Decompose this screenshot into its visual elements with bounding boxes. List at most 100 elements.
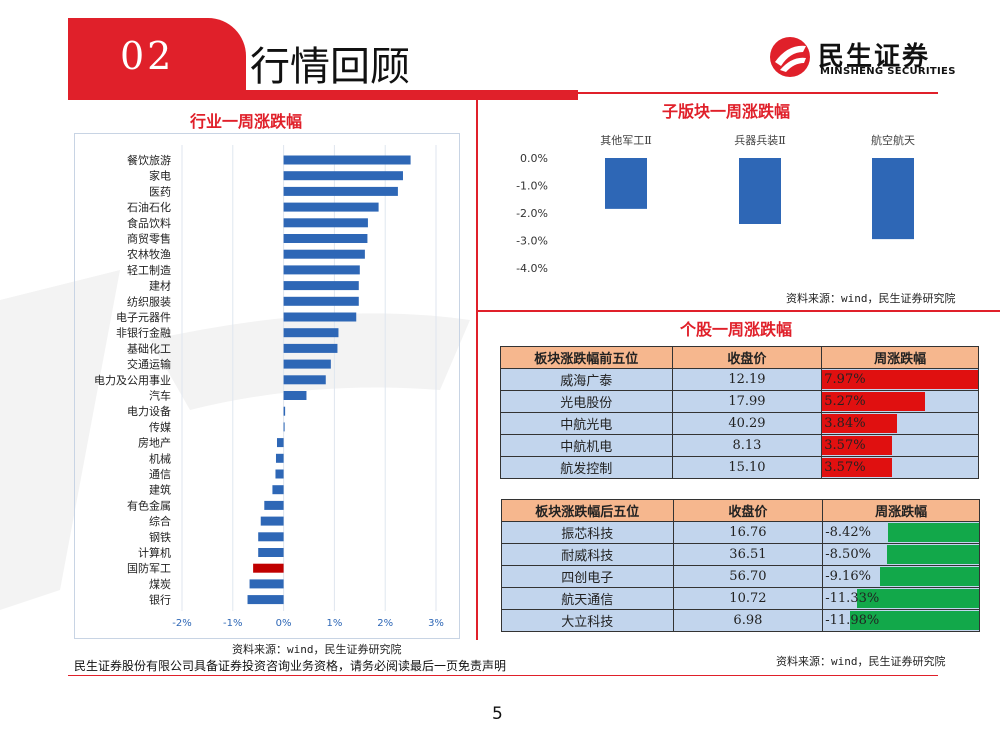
bar-钢铁 [258, 532, 284, 542]
close-price: 15.10 [671, 456, 823, 479]
table-row: 振芯科技 16.76 -8.42% [501, 521, 980, 544]
close-price: 10.72 [672, 587, 824, 610]
industry-chart-title: 行业一周涨跌幅 [190, 112, 303, 131]
section-number: 02 [120, 34, 175, 78]
bar-纺织服装 [283, 296, 359, 306]
category-label: 纺织服装 [127, 294, 171, 308]
stock-name: 中航光电 [500, 412, 673, 435]
change-text: 5.27% [824, 394, 866, 409]
category-label: 建材 [149, 279, 171, 293]
change-cell: -8.50% [822, 543, 980, 566]
header-divider-thin [578, 92, 938, 94]
category-label: 钢铁 [149, 531, 171, 544]
industry-bar-chart: -2% -1% 0% 1% 2% 3% 餐饮旅游家电医药石油石化食品饮料商贸零售农林牧渔轻工… [94, 145, 444, 629]
y-tick-label: -1.0% [516, 180, 548, 193]
category-label: 煤炭 [149, 578, 171, 591]
bar-商贸零售 [283, 234, 368, 243]
category-label: 电力及公用事业 [94, 374, 171, 387]
y-tick-label: -4.0% [516, 262, 548, 275]
close-price: 40.29 [671, 412, 823, 435]
col-header-change: 周涨跌幅 [821, 346, 979, 369]
category-label: 餐饮旅游 [127, 153, 171, 167]
change-bar [888, 523, 979, 542]
y-tick-label: -2.0% [516, 207, 548, 220]
close-price: 16.76 [672, 521, 824, 544]
change-cell: 3.84% [821, 412, 979, 435]
bar-综合 [260, 516, 284, 526]
category-label: 兵器兵装Ⅱ [734, 134, 785, 147]
bar-餐饮旅游 [283, 155, 411, 165]
section-tab [68, 18, 246, 90]
table-row: 耐威科技 36.51 -8.50% [501, 543, 980, 566]
x-tick-label: 0% [276, 618, 292, 629]
close-price: 17.99 [671, 390, 823, 413]
change-text: 3.57% [824, 438, 866, 453]
change-bar [887, 545, 979, 564]
category-label: 计算机 [138, 546, 171, 560]
x-tick-label: -2% [172, 618, 191, 629]
change-text: 3.84% [824, 416, 866, 431]
category-label: 建筑 [149, 483, 171, 497]
stock-name: 耐威科技 [501, 543, 674, 566]
category-label: 其他军工Ⅱ [600, 134, 651, 147]
close-price: 56.70 [672, 565, 824, 588]
col-header-change: 周涨跌幅 [822, 499, 980, 522]
page-number: 5 [492, 704, 503, 724]
change-cell: 3.57% [821, 456, 979, 479]
category-label: 医药 [149, 185, 171, 198]
close-price: 6.98 [672, 609, 824, 632]
category-label: 家电 [149, 169, 171, 183]
close-price: 36.51 [672, 543, 824, 566]
y-tick-label: -3.0% [516, 235, 548, 248]
bar-食品饮料 [283, 218, 368, 228]
footer-divider [68, 675, 938, 676]
change-bar [849, 611, 979, 630]
category-label: 汽车 [149, 389, 171, 403]
stock-name: 光电股份 [500, 390, 673, 413]
bar-房地产 [276, 438, 284, 448]
table-row: 大立科技 6.98 -11.98% [501, 609, 980, 632]
top-five-table: 板块涨跌幅前五位 收盘价 周涨跌幅 威海广泰 12.19 7.97% 光电股份 17.9… [500, 346, 979, 479]
change-bar [822, 414, 898, 433]
col-header-close: 收盘价 [672, 499, 824, 522]
category-label: 房地产 [138, 436, 171, 450]
category-label: 传媒 [149, 421, 171, 434]
stock-name: 振芯科技 [501, 521, 674, 544]
category-label: 电子元器件 [116, 311, 171, 324]
change-cell: 5.27% [821, 390, 979, 413]
bottom-five-table: 板块涨跌幅后五位 收盘价 周涨跌幅 振芯科技 16.76 -8.42% 耐威科技 36.… [501, 499, 980, 632]
bar-通信 [275, 469, 284, 479]
vertical-divider [476, 100, 478, 640]
bar-医药 [283, 186, 398, 196]
change-text: -8.50% [825, 547, 871, 562]
col-header-close: 收盘价 [671, 346, 823, 369]
table-row: 光电股份 17.99 5.27% [500, 390, 979, 413]
category-label: 轻工制造 [127, 263, 171, 277]
bar-有色金属 [264, 500, 284, 510]
bar-农林牧渔 [283, 249, 365, 259]
x-tick-label: 3% [428, 618, 444, 629]
bar-非银行金融 [283, 328, 339, 338]
stock-name: 四创电子 [501, 565, 674, 588]
stock-name: 威海广泰 [500, 368, 673, 391]
bar-交通运输 [283, 359, 331, 369]
bar-传媒 [283, 422, 285, 432]
close-price: 12.19 [671, 368, 823, 391]
stock-name: 中航机电 [500, 434, 673, 457]
minsheng-logo-icon [770, 37, 810, 77]
bar-基础化工 [283, 343, 338, 353]
bar-兵器兵装Ⅱ [739, 158, 781, 224]
bar-机械 [275, 453, 284, 463]
x-tick-label: -1% [223, 618, 242, 629]
change-cell: 3.57% [821, 434, 979, 457]
category-label: 非银行金融 [116, 326, 171, 340]
bar-家电 [283, 171, 403, 181]
logo-name-cn: 民生证券 [818, 42, 931, 72]
bar-国防军工 [253, 563, 284, 573]
change-text: -8.42% [825, 525, 871, 540]
subsector-chart-title: 子版块一周涨跌幅 [662, 102, 791, 121]
x-tick-label: 2% [377, 618, 393, 629]
bar-航空航天 [872, 158, 914, 240]
industry-chart-source: 资料来源：wind，民生证券研究院 [232, 643, 402, 656]
change-cell: -9.16% [822, 565, 980, 588]
